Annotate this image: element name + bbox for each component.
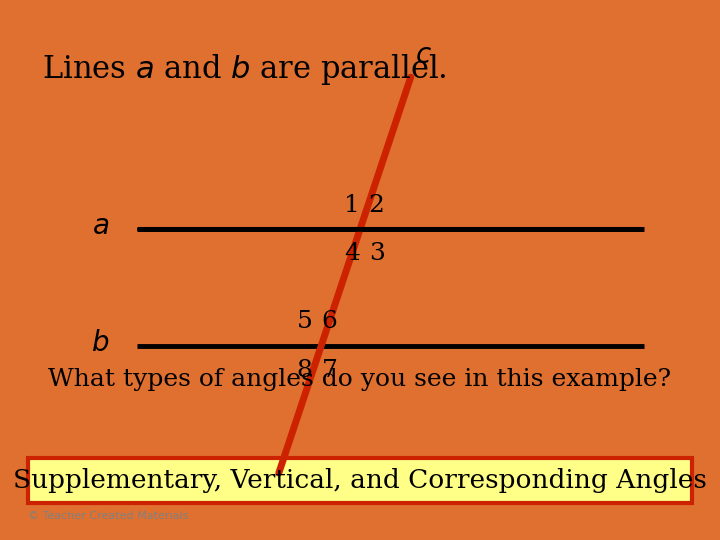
Text: 6: 6 bbox=[321, 310, 337, 333]
Text: 1: 1 bbox=[344, 194, 360, 217]
Text: 4: 4 bbox=[344, 242, 360, 265]
Text: What types of angles do you see in this example?: What types of angles do you see in this … bbox=[48, 368, 672, 390]
Text: © Teacher Created Materials: © Teacher Created Materials bbox=[28, 511, 189, 521]
Text: $a$: $a$ bbox=[92, 213, 109, 240]
Text: $c$: $c$ bbox=[415, 43, 433, 70]
Text: Lines $a$ and $b$ are parallel.: Lines $a$ and $b$ are parallel. bbox=[42, 52, 446, 87]
Text: 2: 2 bbox=[369, 194, 384, 217]
Text: $b$: $b$ bbox=[91, 330, 109, 357]
Text: 3: 3 bbox=[369, 242, 384, 265]
FancyBboxPatch shape bbox=[28, 458, 692, 503]
Text: 8: 8 bbox=[297, 359, 312, 382]
Text: Supplementary, Vertical, and Corresponding Angles: Supplementary, Vertical, and Correspondi… bbox=[13, 468, 707, 493]
Text: 7: 7 bbox=[321, 359, 337, 382]
Text: 5: 5 bbox=[297, 310, 312, 333]
